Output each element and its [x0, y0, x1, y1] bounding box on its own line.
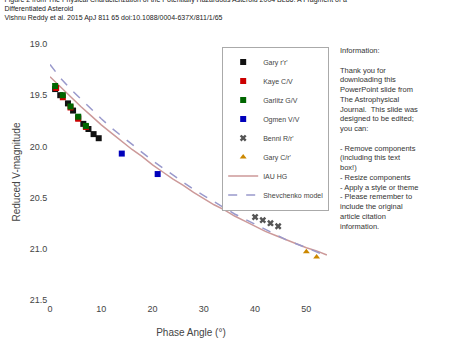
svg-text:20: 20: [148, 304, 158, 314]
svg-text:Information:Thank you fordownl: Information:Thank you fordownloading thi…: [340, 46, 418, 231]
svg-text:IAU HG: IAU HG: [263, 173, 287, 180]
svg-text:Reduced V-magnitude: Reduced V-magnitude: [11, 122, 22, 221]
svg-text:Gary r'r': Gary r'r': [263, 59, 287, 67]
svg-text:20.0: 20.0: [30, 142, 48, 152]
svg-text:10: 10: [96, 304, 106, 314]
svg-text:Kaye C/V: Kaye C/V: [263, 78, 293, 86]
svg-text:Shevchenko model: Shevchenko model: [263, 192, 323, 199]
svg-text:40: 40: [250, 304, 260, 314]
svg-text:21.5: 21.5: [30, 295, 48, 305]
svg-text:20.5: 20.5: [30, 193, 48, 203]
svg-text:0: 0: [47, 304, 52, 314]
svg-text:19.5: 19.5: [30, 90, 48, 100]
svg-text:Figure 2 from The Physical Cha: Figure 2 from The Physical Characterizat…: [5, 0, 347, 22]
svg-text:Ogmen V/V: Ogmen V/V: [263, 116, 300, 124]
svg-text:19.0: 19.0: [30, 39, 48, 49]
svg-text:Benni R/r': Benni R/r': [263, 135, 294, 142]
svg-text:Gary C/r': Gary C/r': [263, 154, 291, 162]
svg-text:30: 30: [199, 304, 209, 314]
svg-text:Phase Angle (°): Phase Angle (°): [156, 327, 226, 338]
svg-text:50: 50: [301, 304, 311, 314]
svg-text:Garlitz G/V: Garlitz G/V: [263, 97, 298, 104]
svg-text:21.0: 21.0: [30, 244, 48, 254]
